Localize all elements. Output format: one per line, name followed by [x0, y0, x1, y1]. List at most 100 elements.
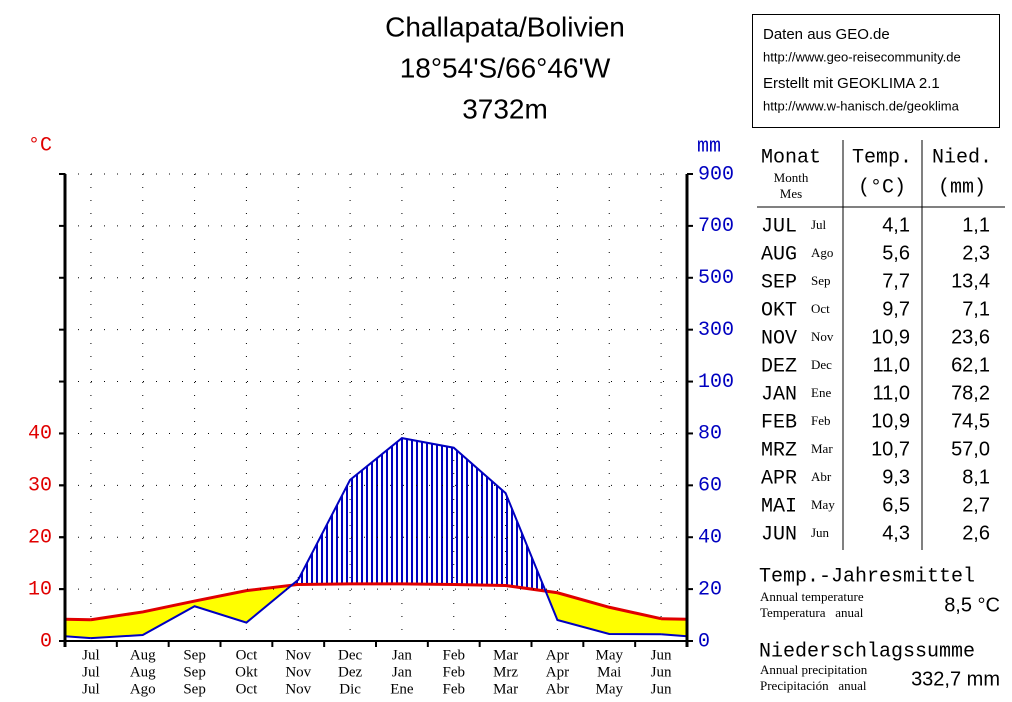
chart-title: Challapata/Bolivien — [385, 11, 625, 42]
table-month: OKT — [761, 299, 797, 322]
table-precipitation: 2,7 — [962, 494, 990, 516]
table-month-small: Ago — [811, 245, 833, 260]
y-tick-label: 20 — [28, 527, 52, 550]
table-month-small: Ene — [811, 385, 831, 400]
table-month: JUN — [761, 523, 797, 546]
x-tick-label: Aug — [130, 664, 156, 680]
x-tick-label: Dec — [338, 647, 362, 663]
summary-value: 332,7 mm — [911, 668, 1000, 690]
x-tick-label: Okt — [235, 664, 258, 680]
table-month: MRZ — [761, 439, 797, 462]
x-tick-label: Jul — [82, 681, 100, 697]
table-month: SEP — [761, 271, 797, 294]
table-precipitation: 2,6 — [962, 522, 990, 544]
y2-tick-label: 900 — [698, 163, 734, 186]
x-tick-label: Jul — [82, 647, 100, 663]
table-temperature: 4,1 — [882, 214, 910, 236]
y-tick-label: 0 — [40, 630, 52, 653]
x-tick-label: Abr — [546, 681, 569, 697]
y2-tick-label: 20 — [698, 578, 722, 601]
table-month-small: Jun — [811, 525, 830, 540]
table-precipitation: 2,3 — [962, 242, 990, 264]
summary-label: Annual temperature — [760, 589, 864, 604]
summary-label: Precipitación anual — [760, 678, 867, 693]
summary-label: Annual precipitation — [760, 662, 868, 677]
summary-value: 8,5 °C — [944, 594, 1000, 616]
x-tick-label: Aug — [130, 647, 156, 663]
temperature-line-edge — [661, 617, 688, 621]
x-tick-label: Mrz — [493, 664, 518, 680]
table-month-small: Mar — [811, 441, 833, 456]
table-month: JAN — [761, 383, 797, 406]
x-tick-label: Feb — [443, 664, 466, 680]
table-header: (°C) — [858, 176, 906, 199]
table-month-small: Abr — [811, 469, 832, 484]
temperature-line-edge — [64, 617, 91, 622]
x-tick-label: Mar — [493, 681, 518, 697]
table-header: Month — [774, 170, 809, 185]
table-month: APR — [761, 467, 797, 490]
x-tick-label: Nov — [285, 681, 311, 697]
x-tick-label: Feb — [443, 647, 466, 663]
y2-tick-label: 80 — [698, 423, 722, 446]
table-precipitation: 23,6 — [951, 326, 990, 348]
x-tick-label: Jun — [651, 681, 672, 697]
x-tick-label: Oct — [236, 681, 258, 697]
chart-subtitle: 18°54'S/66°46'W — [400, 52, 611, 83]
x-tick-label: Nov — [285, 647, 311, 663]
summary-title: Niederschlagssumme — [759, 640, 975, 663]
x-tick-label: Apr — [546, 647, 569, 663]
y2-axis-unit: mm — [697, 135, 721, 158]
x-tick-label: Mai — [597, 664, 621, 680]
source-text: Daten aus GEO.de — [763, 26, 890, 43]
table-month-small: Feb — [811, 413, 831, 428]
x-tick-label: Feb — [443, 681, 466, 697]
table-header: Nied. — [932, 146, 992, 169]
x-tick-label: May — [596, 647, 624, 663]
table-temperature: 4,3 — [882, 522, 910, 544]
table-temperature: 5,6 — [882, 242, 910, 264]
y-axis-unit: °C — [28, 134, 52, 157]
table-temperature: 9,3 — [882, 466, 910, 488]
x-tick-label: Sep — [183, 647, 206, 663]
y-tick-label: 40 — [28, 423, 52, 446]
table-month-small: Sep — [811, 273, 831, 288]
x-tick-label: Dez — [338, 664, 362, 680]
x-tick-label: Jul — [82, 664, 100, 680]
source-box — [752, 14, 1000, 128]
table-month-small: Jul — [811, 217, 827, 232]
x-tick-label: Jan — [392, 664, 412, 680]
y2-tick-label: 60 — [698, 475, 722, 498]
x-tick-label: Nov — [285, 664, 311, 680]
x-tick-label: Ene — [390, 681, 414, 697]
source-text: Erstellt mit GEOKLIMA 2.1 — [763, 75, 940, 92]
table-temperature: 10,9 — [871, 410, 910, 432]
table-precipitation: 78,2 — [951, 382, 990, 404]
y-tick-label: 30 — [28, 475, 52, 498]
dry-area — [65, 583, 687, 639]
summary-title: Temp.-Jahresmittel — [759, 565, 975, 588]
table-precipitation: 62,1 — [951, 354, 990, 376]
temperature-line — [90, 582, 662, 622]
precipitation-line — [90, 437, 662, 640]
y2-tick-label: 40 — [698, 527, 722, 550]
x-tick-label: Apr — [546, 664, 569, 680]
source-url: http://www.geo-reisecommunity.de — [763, 49, 961, 64]
table-month-small: Dec — [811, 357, 832, 372]
x-tick-label: Sep — [183, 681, 206, 697]
y2-tick-label: 0 — [698, 630, 710, 653]
y-tick-label: 10 — [28, 578, 52, 601]
x-tick-label: Oct — [236, 647, 258, 663]
table-header: Mes — [780, 186, 802, 201]
x-tick-label: Mar — [493, 647, 518, 663]
summary-label: Temperatura anual — [760, 605, 864, 620]
table-temperature: 9,7 — [882, 298, 910, 320]
table-temperature: 11,0 — [873, 382, 910, 404]
table-month-small: May — [811, 497, 835, 512]
table-month-small: Oct — [811, 301, 830, 316]
y2-tick-label: 500 — [698, 267, 734, 290]
table-precipitation: 74,5 — [951, 410, 990, 432]
y2-tick-label: 300 — [698, 319, 734, 342]
